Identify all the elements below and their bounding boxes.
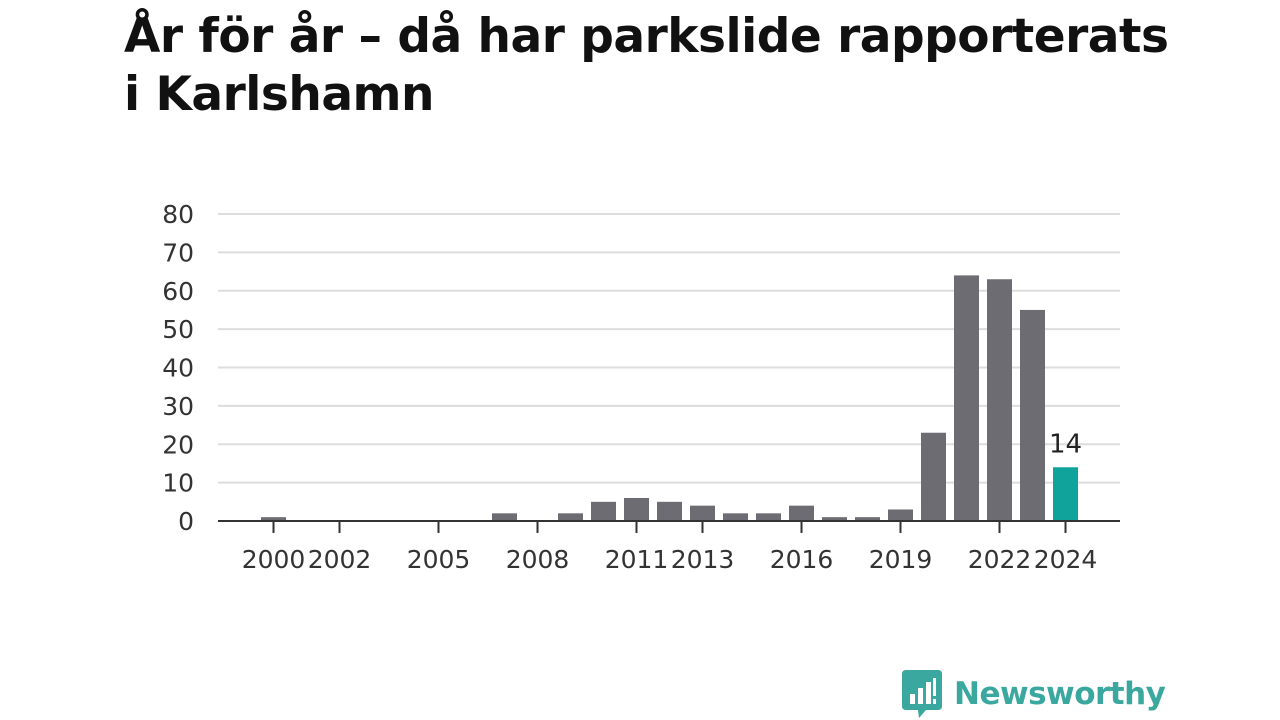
x-tick-label: 2019 — [869, 545, 933, 574]
bar — [1053, 467, 1078, 521]
bar — [855, 517, 880, 521]
x-tick-label: 2000 — [242, 545, 306, 574]
brand-name: Newsworthy — [954, 676, 1166, 712]
bar — [1020, 309, 1045, 521]
x-tick-label: 2005 — [407, 545, 471, 574]
chart-title: År för år – då har parkslide rapporterat… — [124, 9, 1169, 122]
x-tick-label: 2011 — [605, 545, 669, 574]
bar — [558, 513, 583, 521]
bar — [756, 513, 781, 521]
y-tick-label: 30 — [162, 392, 194, 421]
y-tick-label: 50 — [162, 315, 194, 344]
y-tick-label: 40 — [162, 354, 194, 383]
y-tick-label: 80 — [162, 200, 194, 229]
data-labels: 14 — [1049, 429, 1082, 459]
x-axis-ticks: 2000 2002 2005 2008 2011 2013 2016 2019 2022 2024 — [242, 521, 1098, 574]
bar — [624, 497, 649, 521]
bar — [591, 501, 616, 521]
newsworthy-logo-icon — [902, 670, 942, 718]
y-axis-ticks: 0 10 20 30 40 50 60 70 80 — [162, 200, 194, 536]
y-tick-label: 20 — [162, 430, 194, 459]
bar — [921, 432, 946, 521]
bar — [822, 517, 847, 521]
bar — [954, 275, 979, 521]
bar — [261, 517, 286, 521]
bar — [888, 509, 913, 521]
bar — [690, 505, 715, 521]
bar — [657, 501, 682, 521]
x-tick-label: 2024 — [1034, 545, 1098, 574]
bar — [723, 513, 748, 521]
data-label: 14 — [1049, 429, 1082, 459]
x-tick-label: 2013 — [671, 545, 735, 574]
bar — [987, 279, 1012, 521]
x-tick-label: 2016 — [770, 545, 834, 574]
bars — [261, 275, 1078, 521]
bar — [789, 505, 814, 521]
x-tick-label: 2022 — [968, 545, 1032, 574]
brand-logo: Newsworthy — [902, 668, 1166, 720]
y-tick-label: 60 — [162, 277, 194, 306]
y-tick-label: 0 — [178, 507, 194, 536]
gridlines — [218, 213, 1120, 484]
x-tick-label: 2008 — [506, 545, 570, 574]
bar — [492, 513, 517, 521]
y-tick-label: 10 — [162, 469, 194, 498]
y-tick-label: 70 — [162, 238, 194, 267]
x-tick-label: 2002 — [308, 545, 372, 574]
